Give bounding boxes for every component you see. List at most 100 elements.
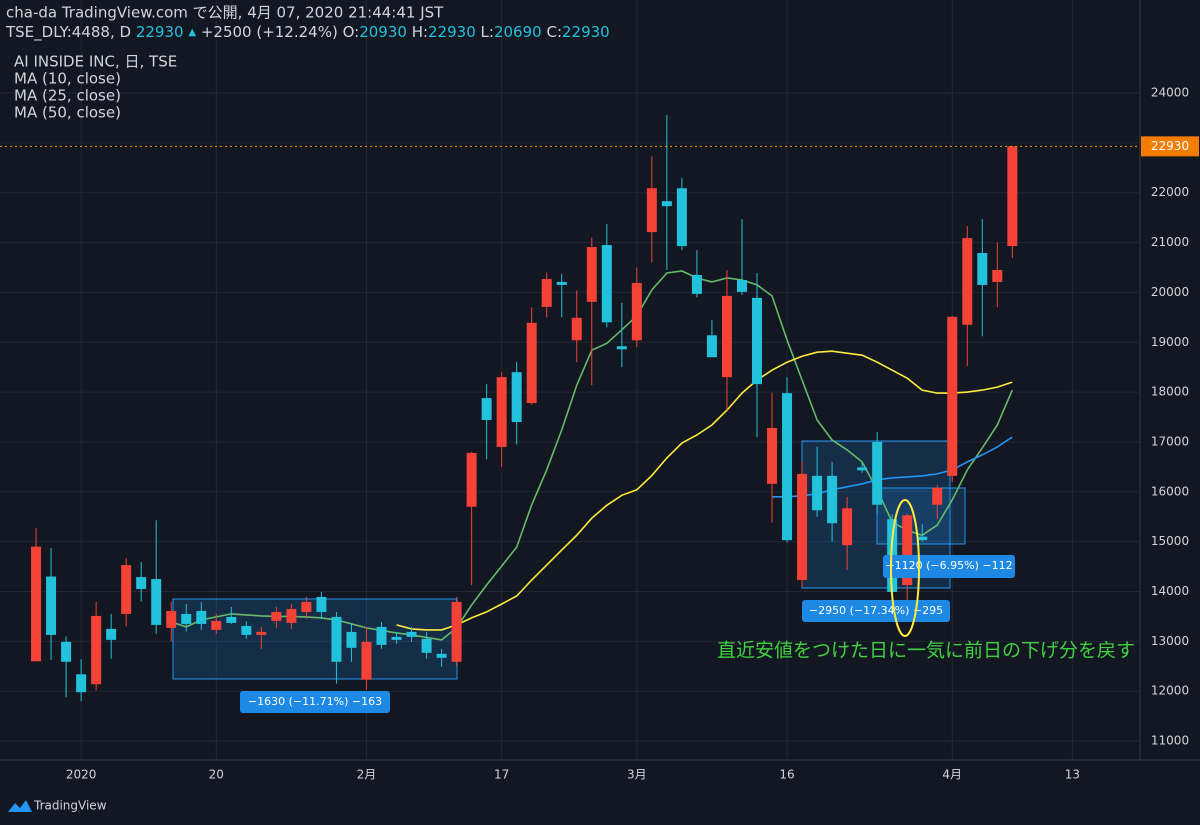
candle-body: [496, 377, 507, 447]
x-tick-label: 20: [209, 768, 224, 782]
legend-entry: MA (10, close): [14, 70, 121, 88]
candle-body: [631, 282, 642, 341]
candle-body: [616, 346, 627, 350]
ohlc-value: 22930: [428, 23, 476, 41]
candle-body: [556, 281, 567, 285]
highlight-ellipse: [890, 499, 920, 637]
y-tick-label: 20000: [1151, 285, 1189, 299]
y-tick-label: 15000: [1151, 534, 1189, 548]
candle-body: [872, 441, 883, 505]
candle-body: [421, 638, 432, 653]
annotation: 直近安値をつけた日に一気に前日の下げ分を戻す: [717, 640, 1135, 662]
candle-body: [481, 398, 492, 421]
ohlc-key: L:: [481, 23, 494, 41]
candle-body: [46, 576, 57, 635]
candle-body: [271, 611, 282, 621]
candle-body: [316, 596, 327, 612]
candle-body: [586, 247, 597, 302]
candle-body: [797, 473, 808, 581]
candle-body: [511, 372, 522, 423]
candle-body: [827, 475, 838, 524]
candle-body: [181, 613, 192, 624]
x-tick-label: 4月: [942, 768, 962, 782]
overlays: [172, 440, 966, 680]
candle-body: [842, 508, 853, 546]
y-tick-label: 13000: [1151, 634, 1189, 648]
measure-label: −1120 (−6.95%) −112: [885, 559, 1012, 572]
y-tick-label: 11000: [1151, 734, 1189, 748]
symbol: TSE_DLY:4488, D: [5, 23, 131, 42]
candle-body: [436, 653, 447, 658]
ohlc-key: O:: [343, 23, 360, 41]
measure-label-bg: [802, 600, 950, 622]
candle-body: [917, 536, 928, 541]
candle-body: [736, 279, 747, 292]
candle-body: [751, 297, 762, 385]
legend-title: AI INSIDE INC, 日, TSE: [14, 53, 177, 71]
candle-body: [706, 335, 717, 358]
x-tick-label: 2月: [357, 768, 377, 782]
ohlc-value: 22930: [562, 23, 610, 41]
candle-body: [241, 625, 252, 635]
ohlc-value: 20690: [494, 23, 542, 41]
candle-body: [406, 631, 417, 637]
candle-body: [106, 628, 117, 640]
candle-body: [211, 620, 222, 630]
candle-body: [391, 636, 402, 640]
legend-entry: MA (25, close): [14, 87, 121, 105]
y-tick-label: 14000: [1151, 584, 1189, 598]
header: cha-da TradingView.com で公開, 4月 07, 2020 …: [5, 4, 610, 122]
candle-body: [196, 610, 207, 624]
candle-body: [151, 579, 162, 625]
candle-body: [721, 295, 732, 378]
candle-body: [992, 269, 1003, 282]
candle-body: [136, 577, 147, 590]
candle-body: [166, 610, 177, 628]
price-axis: [1140, 0, 1200, 760]
labels: −1630 (−11.71%) −163 −2950 (−17.34%) −29…: [240, 499, 1135, 713]
measure-label-bg: [883, 555, 1015, 578]
y-tick-label: 24000: [1151, 86, 1189, 100]
candle-body: [646, 188, 657, 233]
change: +2500 (+12.24%): [201, 23, 338, 41]
x-tick-label: 17: [494, 768, 509, 782]
measure-label-bg: [240, 691, 390, 713]
axes: 11000 12000 13000 14000 15000 16000 17000 18000…: [66, 86, 1199, 782]
candle-body: [256, 631, 267, 635]
candle-body: [361, 641, 372, 680]
brand: TradingView: [33, 799, 107, 813]
candle-body: [526, 322, 537, 404]
candle-body: [676, 188, 687, 247]
ma-line: [396, 350, 1013, 631]
candle-body: [376, 626, 387, 645]
measure-box: [172, 598, 458, 680]
candle-body: [932, 487, 943, 505]
candle-body: [962, 238, 973, 325]
published: cha-da TradingView.com で公開, 4月 07, 2020 …: [6, 4, 444, 22]
candle-body: [812, 475, 823, 511]
candle-body: [301, 601, 312, 612]
x-tick-label: 13: [1065, 768, 1080, 782]
symbol-line: TSE_DLY:4488, D 22930 ▲ +2500 (+12.24%) …: [5, 23, 610, 42]
candle-body: [331, 616, 342, 662]
candle-body: [691, 274, 702, 294]
logo-icon: [8, 800, 32, 812]
candle-body: [541, 278, 552, 307]
x-tick-label: 3月: [627, 768, 647, 782]
candle-body: [76, 674, 87, 693]
candle-body: [451, 601, 462, 662]
y-tick-label: 22000: [1151, 185, 1189, 199]
y-tick-label: 12000: [1151, 684, 1189, 698]
candle-body: [977, 253, 988, 285]
last-price-tag: [1141, 136, 1199, 157]
candle-body: [767, 428, 778, 484]
y-tick-label: 17000: [1151, 434, 1189, 448]
candle-body: [91, 615, 102, 685]
measure-label: −2950 (−17.34%) −295: [809, 604, 943, 617]
candle-body: [571, 317, 582, 341]
marks: [0, 114, 1140, 702]
arrow: ▲: [188, 27, 196, 38]
x-tick-label: 16: [779, 768, 794, 782]
